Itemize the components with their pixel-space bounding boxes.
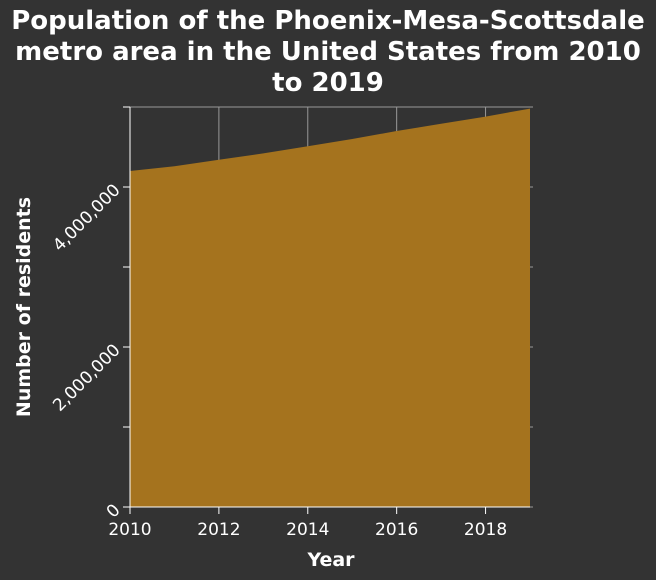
y-tick-label-1: 2,000,000 <box>49 340 124 415</box>
chart-title: Population of the Phoenix-Mesa-Scottsdal… <box>11 6 645 98</box>
y-axis-title: Number of residents <box>13 197 35 417</box>
axes <box>129 107 530 508</box>
x-tick-label-0: 2010 <box>108 520 151 540</box>
y-tick-label-2: 4,000,000 <box>49 180 124 255</box>
x-tick-label-1: 2012 <box>197 520 240 540</box>
x-tick-label-2: 2014 <box>286 520 329 540</box>
x-axis-title: Year <box>306 549 355 571</box>
chart-title-line-2: metro area in the United States from 201… <box>15 37 641 67</box>
x-axis-ticks: 2010 2012 2014 2016 2018 <box>108 507 507 540</box>
area-series-fill <box>130 108 530 507</box>
x-tick-label-3: 2016 <box>375 520 418 540</box>
y-tick-label-0: 0 <box>103 500 125 522</box>
x-tick-label-4: 2018 <box>464 520 507 540</box>
chart-title-line-1: Population of the Phoenix-Mesa-Scottsdal… <box>11 6 645 36</box>
area-series <box>130 108 530 507</box>
chart-title-line-3: to 2019 <box>272 68 384 98</box>
